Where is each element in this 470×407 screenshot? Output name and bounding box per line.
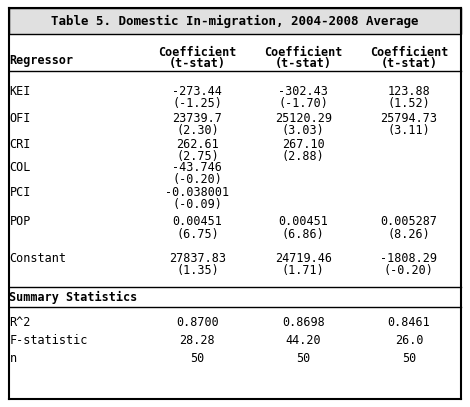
Text: (3.11): (3.11): [388, 124, 430, 137]
Text: F-statistic: F-statistic: [9, 334, 88, 347]
Text: (3.03): (3.03): [282, 124, 324, 137]
Text: (t-stat): (t-stat): [169, 57, 226, 70]
Text: -1808.29: -1808.29: [380, 252, 438, 265]
Text: 25120.29: 25120.29: [274, 112, 332, 125]
Text: 26.0: 26.0: [395, 334, 423, 347]
Text: n: n: [9, 352, 16, 365]
Text: 50: 50: [402, 352, 416, 365]
Text: 267.10: 267.10: [282, 138, 324, 151]
Text: (-0.20): (-0.20): [172, 173, 222, 186]
Text: (t-stat): (t-stat): [274, 57, 332, 70]
Text: Coefficient: Coefficient: [264, 46, 342, 59]
Text: PCI: PCI: [9, 186, 31, 199]
Text: (-0.20): (-0.20): [384, 264, 434, 277]
Text: Constant: Constant: [9, 252, 66, 265]
Text: Regressor: Regressor: [9, 54, 73, 67]
Text: -302.43: -302.43: [278, 85, 328, 98]
Text: Coefficient: Coefficient: [158, 46, 236, 59]
Text: 0.00451: 0.00451: [172, 215, 222, 228]
Text: (-0.09): (-0.09): [172, 198, 222, 211]
Text: (1.71): (1.71): [282, 264, 324, 277]
Text: 123.88: 123.88: [388, 85, 430, 98]
Text: (1.35): (1.35): [176, 264, 219, 277]
Text: 50: 50: [190, 352, 204, 365]
Text: 0.8700: 0.8700: [176, 316, 219, 329]
Text: -0.038001: -0.038001: [165, 186, 229, 199]
Text: Table 5. Domestic In-migration, 2004-2008 Average: Table 5. Domestic In-migration, 2004-200…: [51, 15, 419, 28]
Text: -273.44: -273.44: [172, 85, 222, 98]
Text: 0.8698: 0.8698: [282, 316, 324, 329]
Text: (8.26): (8.26): [388, 228, 430, 241]
Text: (t-stat): (t-stat): [380, 57, 438, 70]
Text: POP: POP: [9, 215, 31, 228]
Text: 0.8461: 0.8461: [388, 316, 430, 329]
Text: 0.00451: 0.00451: [278, 215, 328, 228]
Text: (1.52): (1.52): [388, 97, 430, 110]
Text: 44.20: 44.20: [285, 334, 321, 347]
Text: -43.746: -43.746: [172, 161, 222, 174]
Text: 0.005287: 0.005287: [380, 215, 438, 228]
Text: 28.28: 28.28: [180, 334, 215, 347]
Text: 23739.7: 23739.7: [172, 112, 222, 125]
Text: 50: 50: [296, 352, 310, 365]
Text: (2.30): (2.30): [176, 124, 219, 137]
Text: OFI: OFI: [9, 112, 31, 125]
Text: 262.61: 262.61: [176, 138, 219, 151]
Text: (6.75): (6.75): [176, 228, 219, 241]
Text: (2.88): (2.88): [282, 150, 324, 163]
Text: KEI: KEI: [9, 85, 31, 98]
Text: (-1.25): (-1.25): [172, 97, 222, 110]
Text: COL: COL: [9, 161, 31, 174]
Text: 25794.73: 25794.73: [380, 112, 438, 125]
Text: (-1.70): (-1.70): [278, 97, 328, 110]
Text: R^2: R^2: [9, 316, 31, 329]
Text: Coefficient: Coefficient: [370, 46, 448, 59]
Text: (2.75): (2.75): [176, 150, 219, 163]
Text: Summary Statistics: Summary Statistics: [9, 291, 138, 304]
Text: 24719.46: 24719.46: [274, 252, 332, 265]
Text: CRI: CRI: [9, 138, 31, 151]
Text: 27837.83: 27837.83: [169, 252, 226, 265]
Text: (6.86): (6.86): [282, 228, 324, 241]
